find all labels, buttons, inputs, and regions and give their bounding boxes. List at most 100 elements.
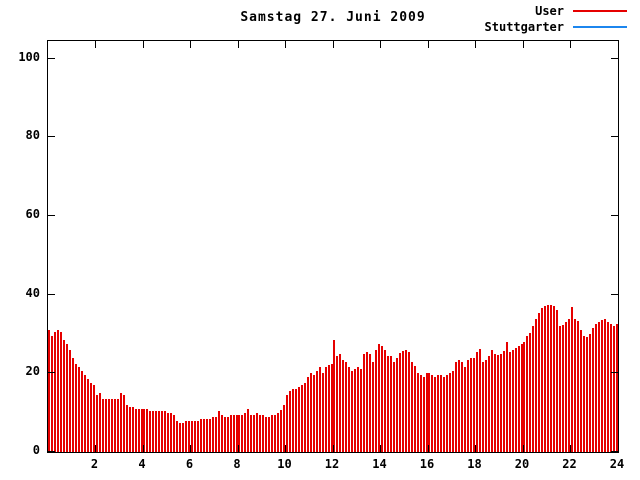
bar — [562, 324, 565, 452]
x-tick-mark — [142, 41, 144, 48]
bar — [72, 357, 75, 452]
x-tick-label: 6 — [185, 457, 194, 471]
bar — [190, 420, 193, 452]
y-tick-mark — [48, 57, 55, 59]
bar — [398, 352, 401, 452]
bar — [312, 375, 315, 452]
bar — [297, 387, 300, 452]
bar — [591, 328, 594, 452]
bar — [576, 321, 579, 452]
bar — [220, 414, 223, 452]
bar — [280, 409, 283, 452]
bar — [369, 353, 372, 452]
bar — [122, 394, 125, 452]
bar — [410, 361, 413, 452]
bar — [179, 422, 182, 452]
bar — [291, 389, 294, 452]
bar — [268, 416, 271, 452]
bar — [104, 398, 107, 452]
bar — [116, 398, 119, 452]
bar — [232, 414, 235, 452]
bar — [553, 306, 556, 452]
bar — [137, 408, 140, 452]
bar — [185, 420, 188, 452]
bar — [496, 354, 499, 452]
legend: User Stuttgarter — [485, 3, 627, 35]
bar — [520, 343, 523, 452]
legend-item-user: User — [485, 3, 627, 19]
bar — [511, 349, 514, 452]
bar — [176, 420, 179, 452]
bar — [327, 365, 330, 452]
bar — [568, 319, 571, 452]
bar — [285, 394, 288, 452]
bar — [324, 367, 327, 452]
bar — [288, 391, 291, 452]
bar — [517, 345, 520, 452]
bar — [229, 414, 232, 452]
bar — [443, 377, 446, 452]
y-tick-label: 40 — [25, 285, 40, 300]
x-tick-mark — [237, 445, 239, 452]
bar — [416, 373, 419, 452]
x-tick-label: 2 — [90, 457, 99, 471]
bar — [294, 389, 297, 452]
bar — [541, 308, 544, 452]
bar — [182, 422, 185, 452]
x-tick-label: 18 — [467, 457, 482, 471]
bar — [259, 414, 262, 452]
bar — [425, 372, 428, 452]
y-tick-label: 80 — [25, 128, 40, 143]
bar — [241, 414, 244, 452]
bar — [609, 324, 612, 452]
y-tick-mark — [48, 293, 55, 295]
bar — [205, 418, 208, 452]
x-tick-label: 14 — [372, 457, 387, 471]
bar — [407, 351, 410, 452]
bar — [84, 375, 87, 452]
bar — [333, 339, 336, 452]
bar — [69, 349, 72, 452]
y-tick-mark — [611, 372, 618, 374]
x-tick-mark — [570, 41, 571, 48]
bar — [535, 319, 538, 452]
bar — [413, 366, 416, 452]
y-tick-mark — [48, 215, 55, 216]
bar — [532, 326, 535, 452]
bar — [173, 414, 176, 452]
x-tick-mark — [380, 41, 381, 48]
bar — [395, 357, 398, 452]
y-tick-mark — [48, 136, 55, 138]
x-tick-mark — [380, 445, 381, 452]
bar — [101, 398, 104, 452]
bar — [493, 353, 496, 452]
bar — [188, 420, 191, 452]
bar — [75, 363, 78, 452]
bar — [250, 414, 253, 452]
bar — [113, 398, 116, 452]
bar — [78, 367, 81, 452]
bar — [134, 408, 137, 452]
bar — [565, 322, 568, 452]
bar — [544, 306, 547, 452]
bar — [223, 416, 226, 452]
bar — [464, 367, 467, 452]
x-tick-mark — [332, 445, 334, 452]
bar — [360, 369, 363, 452]
bar — [164, 410, 167, 452]
bar — [508, 351, 511, 452]
bar — [556, 309, 559, 452]
bar — [372, 361, 375, 452]
bar — [149, 410, 152, 452]
bar — [339, 353, 342, 452]
bar — [582, 335, 585, 452]
bar — [505, 341, 508, 452]
bar — [389, 355, 392, 452]
bar — [446, 375, 449, 452]
bar — [202, 418, 205, 452]
bar — [167, 412, 170, 452]
x-tick-mark — [190, 41, 191, 48]
bar — [193, 420, 196, 452]
x-tick-mark — [285, 41, 286, 48]
bar — [63, 339, 66, 452]
